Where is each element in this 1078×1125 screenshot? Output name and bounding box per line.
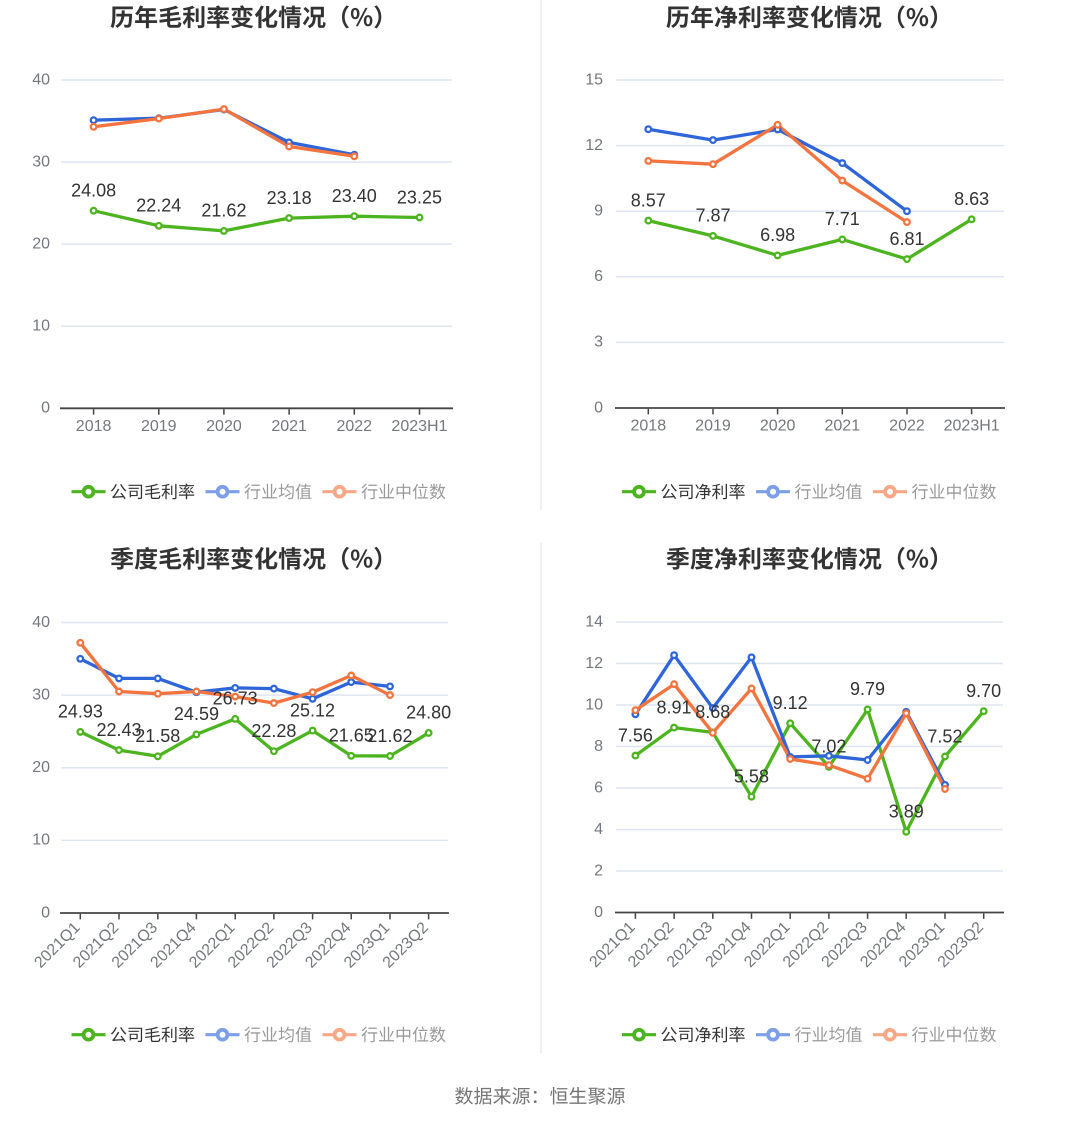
svg-text:21.62: 21.62 [367,726,412,746]
svg-text:6: 6 [594,779,603,796]
svg-text:2020: 2020 [760,418,796,435]
svg-text:30: 30 [32,153,50,170]
svg-text:15: 15 [585,71,603,88]
svg-text:10: 10 [32,318,50,335]
svg-text:2018: 2018 [631,418,667,435]
svg-text:2019: 2019 [141,418,177,435]
svg-text:6.98: 6.98 [760,225,795,245]
svg-text:22.43: 22.43 [97,720,142,740]
svg-text:24.08: 24.08 [71,180,116,200]
svg-text:23.40: 23.40 [332,186,377,206]
svg-text:20: 20 [32,235,50,252]
svg-text:7.52: 7.52 [927,726,962,746]
svg-text:40: 40 [32,614,50,631]
svg-text:9.79: 9.79 [850,679,885,699]
svg-text:9.70: 9.70 [966,681,1001,701]
svg-text:7.02: 7.02 [811,737,846,757]
svg-text:7.56: 7.56 [618,725,653,745]
svg-text:4: 4 [594,821,603,838]
svg-text:12: 12 [585,137,603,154]
svg-text:21.62: 21.62 [201,201,246,221]
svg-text:23.25: 23.25 [397,187,442,207]
svg-text:2022: 2022 [336,418,372,435]
svg-text:9: 9 [594,203,603,220]
svg-text:2022: 2022 [889,418,925,435]
svg-text:6.81: 6.81 [889,229,924,249]
svg-text:0: 0 [594,904,603,921]
svg-text:2023H1: 2023H1 [391,418,447,435]
svg-text:2020: 2020 [206,418,242,435]
svg-text:14: 14 [585,613,603,630]
svg-text:3: 3 [594,334,603,351]
svg-text:0: 0 [41,400,50,417]
svg-text:21.65: 21.65 [329,726,374,746]
svg-text:7.87: 7.87 [695,206,730,226]
svg-text:24.80: 24.80 [406,703,451,723]
svg-text:22.28: 22.28 [251,721,296,741]
svg-text:5.58: 5.58 [734,767,769,787]
svg-text:25.12: 25.12 [290,700,335,720]
svg-text:6: 6 [594,268,603,285]
svg-text:2018: 2018 [76,418,112,435]
svg-text:10: 10 [32,832,50,849]
svg-text:12: 12 [585,655,603,672]
svg-text:3.89: 3.89 [889,802,924,822]
svg-text:9.12: 9.12 [773,693,808,713]
svg-text:30: 30 [32,686,50,703]
svg-text:24.59: 24.59 [174,704,219,724]
svg-text:2019: 2019 [695,418,731,435]
svg-text:2023H1: 2023H1 [944,418,1000,435]
svg-text:20: 20 [32,759,50,776]
svg-text:8.63: 8.63 [954,189,989,209]
svg-text:2021: 2021 [271,418,307,435]
svg-text:2021: 2021 [825,418,861,435]
svg-text:8.91: 8.91 [657,697,692,717]
svg-text:0: 0 [41,904,50,921]
svg-text:10: 10 [585,696,603,713]
svg-text:7.71: 7.71 [825,209,860,229]
svg-text:22.24: 22.24 [136,196,181,216]
svg-text:8: 8 [594,738,603,755]
svg-text:24.93: 24.93 [58,702,103,722]
svg-text:0: 0 [594,399,603,416]
svg-text:23.18: 23.18 [267,188,312,208]
svg-text:26.73: 26.73 [213,689,258,709]
svg-text:2: 2 [594,862,603,879]
svg-text:8.57: 8.57 [631,190,666,210]
svg-text:21.58: 21.58 [135,726,180,746]
svg-text:40: 40 [32,71,50,88]
svg-text:8.68: 8.68 [695,702,730,722]
